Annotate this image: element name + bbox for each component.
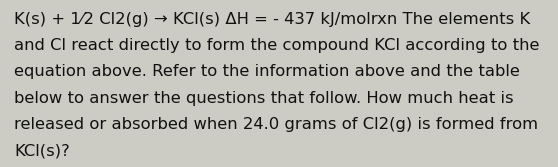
Text: released or absorbed when 24.0 grams of Cl2(g) is formed from: released or absorbed when 24.0 grams of …	[14, 117, 538, 132]
Text: below to answer the questions that follow. How much heat is: below to answer the questions that follo…	[14, 91, 513, 106]
Text: KCl(s)?: KCl(s)?	[14, 144, 70, 159]
Text: equation above. Refer to the information above and the table: equation above. Refer to the information…	[14, 64, 520, 79]
Text: K(s) + 1⁄2 Cl2(g) → KCl(s) ΔH = - 437 kJ/molrxn The elements K: K(s) + 1⁄2 Cl2(g) → KCl(s) ΔH = - 437 kJ…	[14, 12, 530, 27]
Text: and Cl react directly to form the compound KCl according to the: and Cl react directly to form the compou…	[14, 38, 540, 53]
